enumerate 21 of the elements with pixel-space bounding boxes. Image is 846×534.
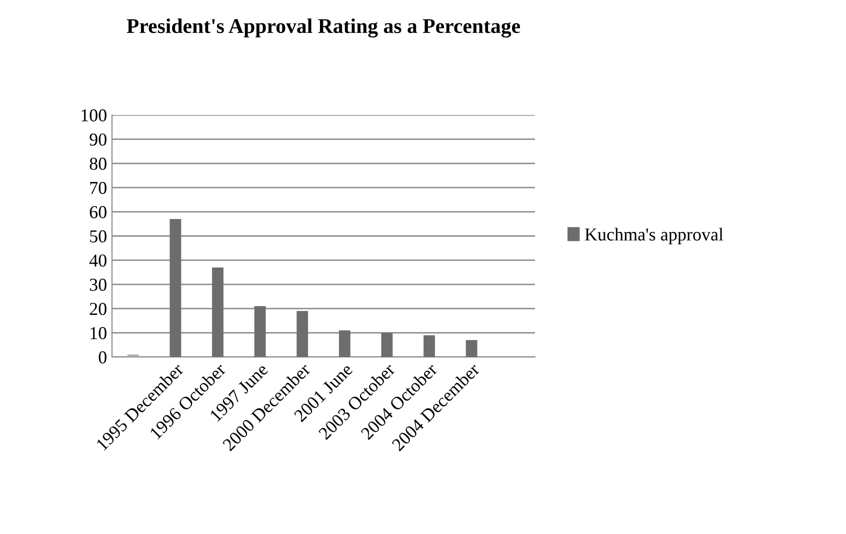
- y-tick-label: 90: [90, 133, 106, 146]
- bar: [381, 332, 393, 357]
- bar: [254, 306, 266, 357]
- y-tick-label: 60: [90, 206, 106, 218]
- y-tick-label: 80: [90, 158, 106, 170]
- bar: [338, 330, 350, 357]
- y-tick-label: 10: [90, 327, 106, 340]
- bar: [466, 340, 478, 357]
- y-tick-label: 0: [98, 351, 106, 364]
- y-tick-label: 20: [90, 302, 106, 316]
- bar: [170, 219, 182, 357]
- bar: [212, 267, 224, 357]
- y-tick-label: 100: [82, 109, 106, 122]
- y-tick-label: 50: [90, 230, 106, 242]
- y-tick-label: 70: [90, 182, 106, 194]
- bar: [424, 335, 435, 357]
- y-tick-label: 30: [90, 278, 106, 291]
- bar: [296, 311, 308, 357]
- chart-title: President's Approval Rating as a Percentage: [126, 18, 520, 38]
- y-tick-label: 40: [89, 254, 106, 267]
- legend-label: Kuchma's approval: [584, 228, 724, 244]
